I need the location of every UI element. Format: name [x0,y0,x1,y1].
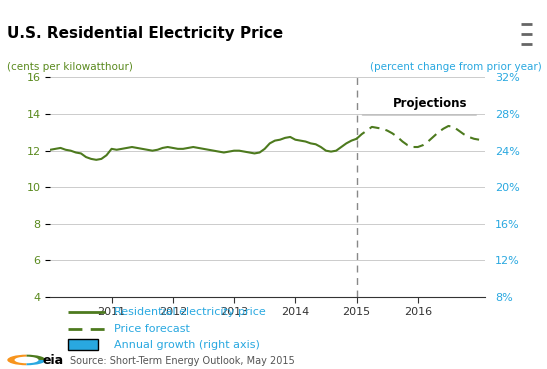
Wedge shape [26,360,46,365]
FancyBboxPatch shape [68,339,98,350]
Text: Price forecast: Price forecast [114,324,190,334]
Text: Projections: Projections [393,97,468,110]
Text: U.S. Residential Electricity Price: U.S. Residential Electricity Price [7,26,283,41]
Text: (cents per kilowatthour): (cents per kilowatthour) [7,62,133,72]
Text: Source: Short-Term Energy Outlook, May 2015: Source: Short-Term Energy Outlook, May 2… [71,355,295,366]
Text: (percent change from prior year): (percent change from prior year) [370,62,542,72]
Wedge shape [7,355,26,365]
Text: Residential electricity price: Residential electricity price [114,307,266,317]
Text: eia: eia [43,354,64,367]
Wedge shape [26,355,46,360]
Text: Annual growth (right axis): Annual growth (right axis) [114,340,260,350]
